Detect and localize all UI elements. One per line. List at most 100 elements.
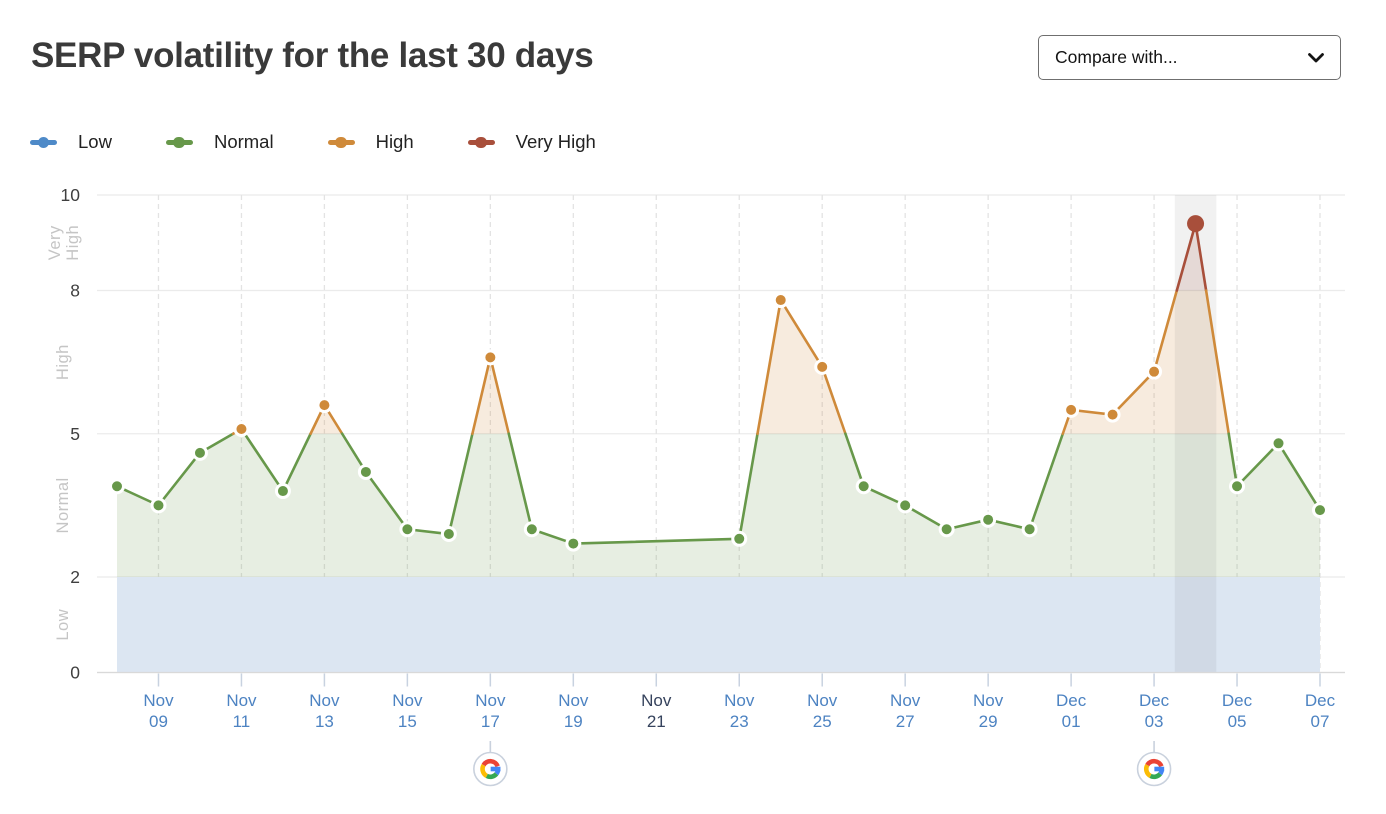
- y-axis-tick-label: 2: [70, 567, 80, 587]
- volatility-line-segment: [1204, 289, 1231, 436]
- volatility-line-segment: [447, 432, 474, 536]
- volatility-line-segment: [489, 356, 511, 436]
- volatility-line-segment: [737, 432, 759, 541]
- google-g-red-arc: [1145, 758, 1164, 768]
- volatility-line-segment: [1235, 441, 1280, 488]
- legend-marker-icon: [30, 132, 57, 152]
- data-point[interactable]: [523, 521, 540, 538]
- data-point[interactable]: [565, 535, 582, 552]
- google-g-yellow-arc: [480, 763, 489, 778]
- google-update-icon[interactable]: [473, 741, 508, 787]
- google-g-yellow-arc: [1143, 763, 1152, 778]
- normal-band-area: [117, 433, 1320, 577]
- chart-legend: Low Normal High Very High: [30, 131, 650, 153]
- data-point[interactable]: [1146, 363, 1163, 380]
- x-axis-label: Nov 17: [475, 691, 506, 731]
- volatility-line-segment: [820, 365, 847, 436]
- data-point[interactable]: [1187, 215, 1205, 233]
- data-point[interactable]: [938, 521, 955, 538]
- data-point[interactable]: [150, 497, 167, 514]
- data-point[interactable]: [233, 420, 250, 437]
- data-point[interactable]: [274, 483, 291, 500]
- volatility-line-segment: [1194, 222, 1208, 292]
- google-g-red-arc: [481, 758, 500, 768]
- page-title: SERP volatility for the last 30 days: [31, 36, 594, 75]
- x-axis-label: Nov 15: [392, 691, 423, 731]
- data-point[interactable]: [1312, 502, 1328, 519]
- google-g-green-arc: [485, 772, 499, 780]
- legend-marker-icon: [165, 132, 193, 152]
- google-g-green-arc: [1149, 772, 1163, 780]
- x-axis-label: Nov 19: [558, 691, 589, 731]
- y-zone-label: VeryHigh: [46, 225, 82, 261]
- legend-marker-icon: [327, 132, 355, 152]
- volatility-line-segment: [364, 470, 409, 531]
- legend-item-normal[interactable]: Normal: [165, 131, 274, 153]
- volatility-line-segment: [1175, 222, 1197, 292]
- legend-marker-icon: [467, 132, 495, 152]
- x-axis-label: Dec 03: [1139, 691, 1170, 731]
- x-axis-label: Nov 29: [973, 691, 1004, 731]
- volatility-line-segment: [1111, 370, 1156, 416]
- data-point[interactable]: [1229, 478, 1246, 495]
- data-point[interactable]: [731, 530, 748, 547]
- data-point[interactable]: [316, 397, 333, 414]
- x-axis-label: Dec 07: [1305, 691, 1336, 731]
- data-point[interactable]: [1021, 521, 1038, 538]
- y-axis-tick-label: 0: [70, 663, 80, 683]
- volatility-line-segment: [1227, 432, 1239, 488]
- volatility-line-segment: [281, 432, 312, 493]
- google-update-circle: [1136, 751, 1172, 787]
- volatility-line-segment: [1152, 289, 1179, 373]
- x-axis-label: Nov 13: [309, 691, 340, 731]
- volatility-line-segment: [756, 298, 783, 436]
- data-point[interactable]: [1270, 435, 1287, 452]
- x-axis-label: Nov 27: [890, 691, 921, 731]
- legend-item-low[interactable]: Low: [30, 131, 112, 153]
- compare-with-dropdown[interactable]: Compare with...: [1038, 35, 1341, 80]
- data-point[interactable]: [855, 478, 872, 495]
- legend-item-high[interactable]: High: [327, 131, 414, 153]
- y-axis-tick-label: 5: [70, 424, 80, 444]
- data-point[interactable]: [897, 497, 914, 514]
- data-point[interactable]: [814, 358, 831, 375]
- google-update-circle: [473, 751, 508, 787]
- x-axis-label: Dec 05: [1222, 691, 1253, 731]
- data-point[interactable]: [109, 478, 125, 495]
- data-point[interactable]: [440, 526, 457, 543]
- x-axis-label: Nov 11: [226, 691, 257, 731]
- x-axis-label: Nov 23: [724, 691, 755, 731]
- legend-label: Low: [78, 131, 112, 152]
- low-band-area: [117, 577, 1320, 673]
- y-axis-tick-label: 8: [70, 281, 80, 301]
- very-high-band-area: [1176, 223, 1207, 291]
- y-zone-label: Normal: [54, 477, 72, 533]
- volatility-line-segment: [471, 356, 492, 436]
- volatility-line-segment: [1277, 441, 1322, 512]
- highlight-column[interactable]: [1174, 195, 1217, 673]
- data-point[interactable]: [1104, 406, 1121, 423]
- y-axis-tick-label: 10: [61, 185, 81, 205]
- legend-item-very-high[interactable]: Very High: [467, 131, 596, 153]
- x-axis-label: Nov 09: [143, 691, 174, 731]
- data-point[interactable]: [357, 463, 374, 480]
- volatility-line-segment: [572, 537, 741, 545]
- volatility-line-segment: [779, 298, 824, 369]
- y-zone-label: Low: [54, 609, 72, 641]
- volatility-line-segment: [844, 432, 865, 488]
- x-axis-label: Nov 25: [807, 691, 838, 731]
- volatility-line-segment: [507, 432, 534, 531]
- legend-label: Normal: [213, 131, 274, 152]
- compare-with-dropdown-label: Compare with...: [1055, 47, 1178, 67]
- volatility-line-segment: [157, 451, 202, 507]
- data-point[interactable]: [482, 349, 499, 366]
- google-update-icon[interactable]: [1136, 741, 1172, 787]
- data-point[interactable]: [980, 511, 997, 528]
- data-point[interactable]: [399, 521, 416, 538]
- data-point[interactable]: [772, 292, 789, 309]
- data-point[interactable]: [191, 444, 208, 461]
- legend-label: Very High: [515, 131, 596, 152]
- data-point[interactable]: [1063, 401, 1080, 418]
- chevron-down-icon: [1308, 52, 1324, 62]
